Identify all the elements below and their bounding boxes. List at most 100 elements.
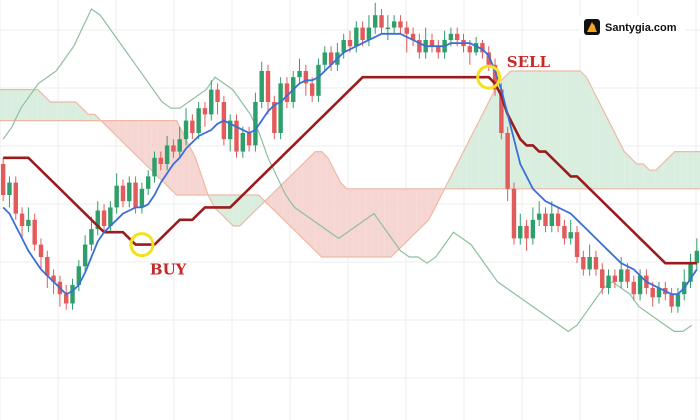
candle-body	[120, 185, 126, 202]
candle-body	[259, 71, 264, 102]
bullish-candle	[606, 269, 611, 295]
bearish-candle	[511, 182, 517, 245]
bullish-candle	[177, 126, 182, 158]
bearish-candle	[410, 27, 416, 47]
candle-body	[215, 89, 220, 102]
bullish-candle	[423, 27, 428, 59]
candle-body	[347, 40, 353, 47]
bullish-candle	[549, 201, 555, 233]
cloud-segment	[0, 89, 7, 121]
candle-body	[171, 145, 176, 152]
bearish-candle	[19, 207, 25, 239]
bullish-candle	[183, 108, 189, 146]
candle-body	[328, 52, 334, 65]
candle-body	[164, 145, 170, 164]
cloud-segment	[466, 133, 473, 189]
bearish-candle	[600, 263, 605, 295]
bullish-candle	[656, 281, 662, 304]
cloud-segment	[460, 145, 467, 189]
cloud-segment	[25, 89, 32, 121]
candle-body	[694, 250, 700, 264]
candle-body	[316, 64, 321, 96]
watermark-text: Santygia.com	[605, 22, 677, 34]
signal-marker	[129, 232, 155, 258]
candle-body	[240, 133, 245, 152]
cloud-segment	[599, 102, 606, 189]
cloud-segment	[353, 188, 360, 257]
cloud-segment	[119, 120, 127, 146]
bearish-candle	[202, 102, 208, 127]
cloud-segment	[296, 164, 303, 239]
bullish-candle	[385, 15, 391, 40]
cloud-segment	[693, 151, 700, 189]
candle-body	[631, 281, 636, 295]
cloud-segment	[605, 114, 612, 189]
cloud-segment	[321, 151, 328, 257]
bearish-candle	[32, 213, 37, 251]
bearish-candle	[328, 46, 334, 71]
bearish-candle	[0, 157, 6, 202]
bullish-candle	[518, 213, 523, 245]
cloud-segment	[624, 151, 631, 189]
bearish-candle	[45, 250, 50, 288]
cloud-segment	[428, 188, 436, 220]
candle-body	[518, 226, 523, 239]
candle-body	[404, 27, 409, 34]
bullish-candle	[530, 207, 536, 245]
candle-body	[0, 164, 6, 195]
candle-body	[26, 219, 31, 226]
cloud-segment	[182, 133, 190, 195]
candle-body	[530, 219, 536, 239]
cloud-segment	[649, 170, 656, 189]
candle-body	[45, 257, 50, 276]
bearish-candle	[562, 219, 567, 245]
cloud-segment	[69, 102, 76, 121]
cloud-segment	[239, 195, 246, 226]
candle-body	[13, 182, 18, 214]
candle-body	[467, 46, 473, 53]
bearish-candle	[631, 275, 636, 301]
bullish-candle	[240, 126, 245, 158]
candle-body	[177, 139, 182, 152]
cloud-segment	[390, 188, 398, 257]
cloud-segment	[6, 89, 13, 121]
bearish-candle	[574, 226, 580, 264]
bearish-candle	[284, 77, 290, 109]
bullish-candle	[278, 77, 283, 140]
bearish-candle	[120, 179, 126, 208]
candle-body	[637, 275, 643, 295]
bullish-candle	[89, 216, 94, 251]
signal-marker	[476, 64, 502, 90]
candle-body	[373, 15, 378, 28]
candle-body	[360, 27, 365, 40]
candle-body	[549, 213, 555, 226]
bullish-candle	[675, 288, 681, 313]
cloud-segment	[580, 71, 587, 189]
bearish-candle	[64, 284, 69, 310]
bearish-candle	[13, 176, 18, 220]
candle-body	[145, 176, 151, 189]
candle-body	[202, 108, 208, 115]
bearish-candle	[436, 40, 441, 59]
cloud-segment	[315, 151, 322, 257]
cloud-segment	[359, 188, 366, 257]
candle-body	[265, 71, 271, 102]
bullish-candle	[694, 238, 700, 270]
candle-body	[354, 27, 359, 47]
candle-body	[574, 232, 580, 257]
bearish-candle	[398, 15, 403, 34]
cloud-segment	[491, 83, 499, 189]
cloud-segment	[378, 188, 385, 257]
cloud-segment	[50, 102, 57, 121]
bearish-candle	[524, 219, 529, 251]
bullish-candle	[688, 253, 693, 288]
candle-body	[536, 213, 542, 220]
cloud-segment	[586, 77, 593, 189]
candle-body	[398, 21, 403, 28]
cloud-segment	[618, 139, 625, 189]
cloud-segment	[523, 71, 530, 189]
candle-body	[51, 275, 56, 282]
cloud-segment	[227, 195, 234, 226]
